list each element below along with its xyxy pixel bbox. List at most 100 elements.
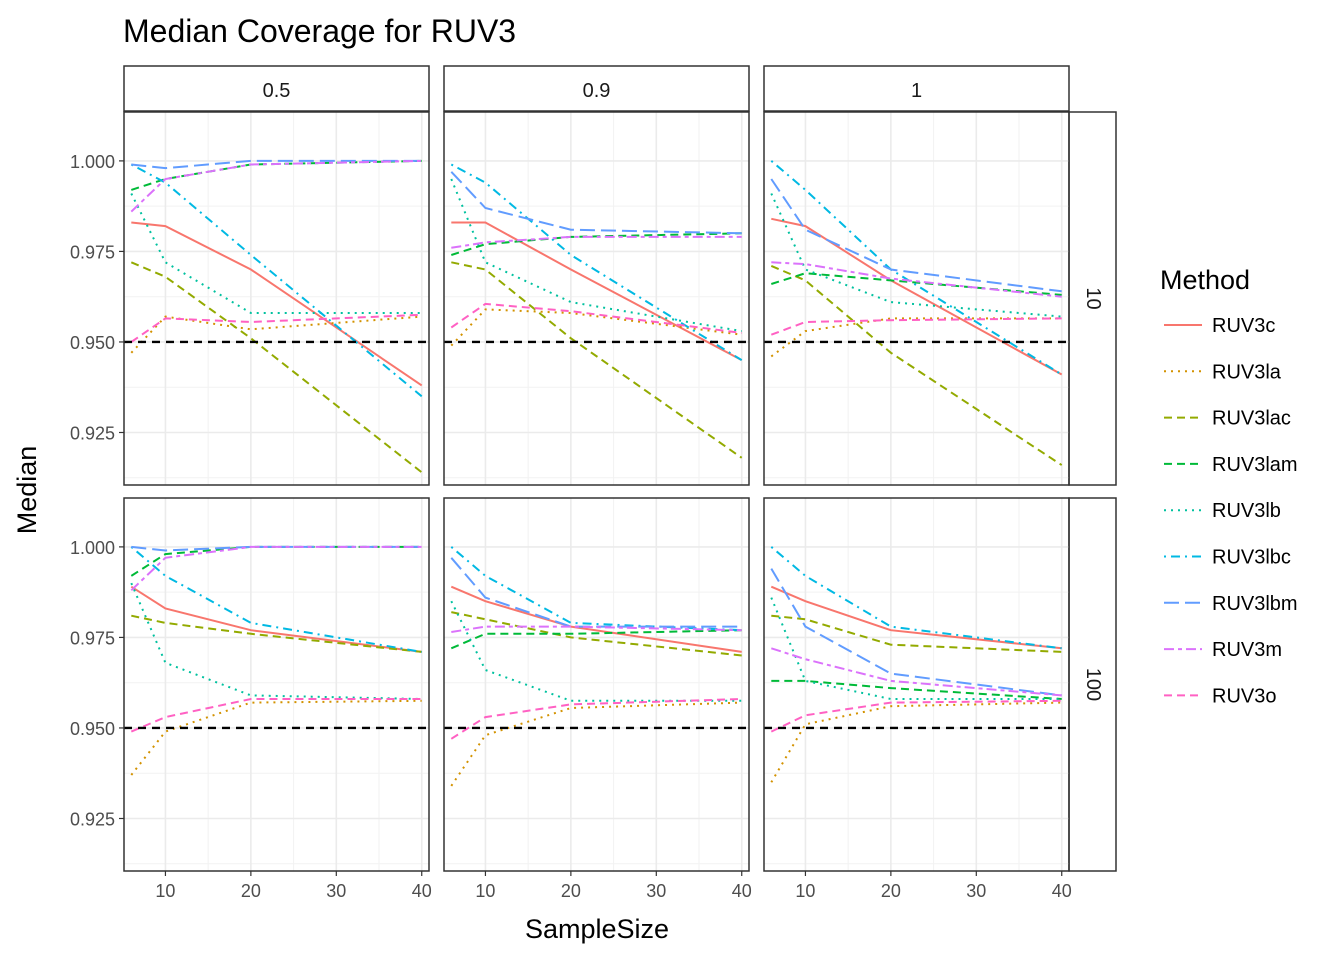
series-line-RUV3m: [451, 235, 742, 249]
column-strip-label: 1: [911, 80, 922, 102]
legend-entry-RUV3m: RUV3m: [1164, 639, 1282, 661]
row-strip-label: 100: [1082, 668, 1104, 701]
row-strip-label: 10: [1082, 287, 1104, 309]
panel-0.9-100: [443, 497, 750, 872]
x-tick-label: 30: [646, 881, 666, 901]
column-strip-1: 0.5: [123, 65, 430, 112]
series-line-RUV3lbm: [450, 171, 742, 235]
legend-label: RUV3lbc: [1212, 547, 1291, 569]
panel-1-100: [763, 497, 1070, 872]
x-tick-label: 40: [732, 881, 752, 901]
x-tick-label: 20: [881, 881, 901, 901]
series-line-RUV3lbc: [450, 546, 742, 632]
panel-border: [763, 497, 1070, 872]
row-strip-box: [1068, 111, 1117, 486]
series-line-RUV3m: [130, 545, 422, 592]
series-line-RUV3la: [130, 315, 422, 354]
y-tick-label: 0.925: [70, 809, 115, 829]
series-line-RUV3m: [770, 647, 1062, 697]
series-line-RUV3lb: [130, 193, 422, 314]
series-line-RUV3lbm: [450, 557, 742, 628]
y-tick-label: 0.975: [70, 628, 115, 648]
series-line-RUV3lbc: [130, 546, 422, 653]
legend-label: RUV3la: [1212, 361, 1282, 383]
legend-entry-RUV3la: RUV3la: [1164, 361, 1282, 383]
x-tick-label: 20: [561, 881, 581, 901]
series-line-RUV3o: [450, 302, 742, 334]
series-line-RUV3c: [770, 585, 1062, 650]
column-strip-label: 0.9: [583, 80, 611, 102]
y-tick-label: 0.925: [70, 423, 115, 443]
column-strip-box: [763, 65, 1070, 112]
series-line-RUV3c: [771, 217, 1063, 376]
series-line-RUV3la: [770, 317, 1062, 358]
legend-label: RUV3lam: [1212, 454, 1298, 476]
series-line-RUV3m: [771, 261, 1062, 298]
series-line-RUV3lbm: [770, 568, 1062, 697]
column-strip-label: 0.5: [263, 80, 291, 102]
facet-panels: 0.5 0.9 1 10 100 0.925 0.950 0.975 1.000 0.925 0.9…: [70, 65, 1117, 901]
panel-0.5-100: [123, 497, 430, 872]
series-line-RUV3lam: [450, 232, 742, 256]
series-line-RUV3lac: [451, 611, 742, 657]
y-axis-label: Median: [12, 446, 42, 535]
panel-border: [443, 111, 750, 486]
series-line-RUV3lbm: [770, 178, 1062, 293]
series-line-RUV3c: [131, 221, 423, 387]
series-line-RUV3c: [450, 585, 742, 653]
legend-entry-RUV3c: RUV3c: [1164, 315, 1275, 337]
series-line-RUV3lbc: [770, 160, 1063, 376]
series-line-RUV3m: [451, 625, 742, 633]
series-line-RUV3c: [130, 585, 422, 653]
series-line-RUV3lac: [771, 614, 1062, 653]
series-line-RUV3lbm: [131, 159, 422, 170]
legend-label: RUV3m: [1212, 639, 1282, 661]
column-strip-box: [443, 65, 750, 112]
series-line-RUV3lac: [131, 614, 422, 653]
column-strip-3: 1: [763, 65, 1070, 112]
series-line-RUV3lam: [130, 545, 422, 577]
legend-title: Method: [1160, 265, 1250, 295]
panel-0.5-10: [123, 111, 430, 486]
series-line-RUV3lb: [770, 597, 1062, 700]
series-line-RUV3lac: [130, 261, 423, 474]
y-tick-label: 1.000: [70, 152, 115, 172]
legend-entry-RUV3lbm: RUV3lbm: [1164, 593, 1298, 615]
series-line-RUV3lam: [770, 272, 1062, 296]
legend-label: RUV3lbm: [1212, 593, 1298, 615]
y-tick-label: 0.950: [70, 333, 115, 353]
x-tick-label: 40: [412, 881, 432, 901]
row-strip-box: [1068, 497, 1117, 872]
series-line-RUV3lbc: [130, 163, 423, 398]
legend-entry-RUV3lac: RUV3lac: [1164, 408, 1291, 430]
series-line-RUV3m: [130, 159, 422, 213]
panel-1-10: [763, 111, 1070, 486]
x-tick-label: 30: [966, 881, 986, 901]
x-tick-label: 10: [795, 881, 815, 901]
y-tick-label: 0.975: [70, 242, 115, 262]
series-line-RUV3lac: [770, 264, 1063, 466]
series-line-RUV3lbc: [770, 546, 1062, 650]
legend-entry-RUV3lb: RUV3lb: [1164, 500, 1281, 522]
row-strip-1: 10: [1068, 111, 1117, 486]
series-line-RUV3o: [450, 698, 742, 740]
column-strip-2: 0.9: [443, 65, 750, 112]
series-line-RUV3la: [450, 308, 742, 347]
legend-entry-RUV3lam: RUV3lam: [1164, 454, 1298, 476]
series-line-RUV3o: [770, 317, 1062, 336]
series-line-RUV3lac: [451, 261, 743, 459]
panel-border: [123, 497, 430, 872]
row-strip-2: 100: [1068, 497, 1117, 872]
series-line-RUV3lbm: [131, 545, 422, 552]
legend-label: RUV3lb: [1212, 500, 1281, 522]
series-line-RUV3o: [130, 313, 422, 343]
series-line-RUV3lb: [130, 582, 422, 700]
legend-entry-RUV3o: RUV3o: [1164, 685, 1276, 707]
x-tick-label: 20: [241, 881, 261, 901]
x-tick-label: 10: [475, 881, 495, 901]
series-line-RUV3la: [450, 701, 742, 787]
legend-label: RUV3lac: [1212, 408, 1291, 430]
y-tick-label: 0.950: [70, 719, 115, 739]
x-tick-label: 10: [155, 881, 175, 901]
